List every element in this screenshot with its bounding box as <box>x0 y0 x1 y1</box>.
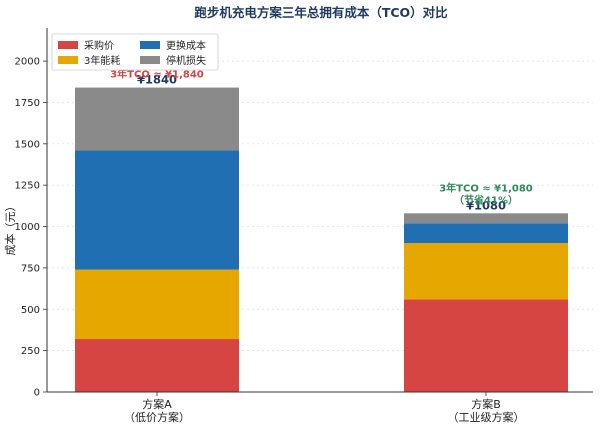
y-tick-label: 0 <box>34 388 40 399</box>
legend-swatch <box>140 56 160 64</box>
y-axis-label: 成本（元） <box>3 201 17 256</box>
annotation-text: 3年TCO ≈ ¥1,840 <box>110 68 204 81</box>
y-tick-label: 1750 <box>15 98 40 109</box>
annotation-text: （节省41%） <box>454 193 518 206</box>
bar-segment <box>404 213 568 224</box>
legend-swatch <box>140 41 160 49</box>
bar-segment <box>75 339 239 392</box>
y-tick-label: 2000 <box>15 57 40 68</box>
x-tick-label: 方案B <box>471 397 501 411</box>
x-tick-label: （低价方案） <box>124 410 190 424</box>
x-tick-label: （工业级方案） <box>448 410 525 424</box>
legend-label: 采购价 <box>84 39 114 52</box>
chart-title: 跑步机充电方案三年总拥有成本（TCO）对比 <box>194 5 448 20</box>
bar-segment <box>404 223 568 244</box>
bar-segment <box>404 299 568 392</box>
y-tick-label: 750 <box>21 263 40 274</box>
legend-swatch <box>58 56 78 64</box>
y-tick-label: 500 <box>21 305 40 316</box>
annotation-text: 3年TCO ≈ ¥1,080 <box>439 181 533 194</box>
y-tick-label: 1000 <box>15 222 40 233</box>
bar-segment <box>75 269 239 340</box>
legend-label: 3年能耗 <box>84 54 120 67</box>
bar-segment <box>75 150 239 270</box>
bar-total-label: ¥1080 <box>466 198 506 212</box>
bar-segment <box>404 243 568 300</box>
legend-box <box>51 33 219 71</box>
axes <box>43 28 593 396</box>
bars <box>75 87 568 392</box>
legend-label: 停机损失 <box>166 54 206 67</box>
x-tick-label: 方案A <box>142 397 172 411</box>
y-tick-label: 1250 <box>15 181 40 192</box>
bar-total-label: ¥1840 <box>137 73 177 87</box>
y-tick-label: 1500 <box>15 139 40 150</box>
bar-segment <box>75 87 239 151</box>
legend-label: 更换成本 <box>166 39 206 52</box>
labels: 0 250 500 750 1000 1250 1500 1750 2000 方案A（低价方案） ¥… <box>15 57 533 424</box>
legend-swatch <box>58 41 78 49</box>
legend: 采购价 更换成本 3年能耗 停机损失 <box>51 33 219 71</box>
y-tick-label: 250 <box>21 346 40 357</box>
